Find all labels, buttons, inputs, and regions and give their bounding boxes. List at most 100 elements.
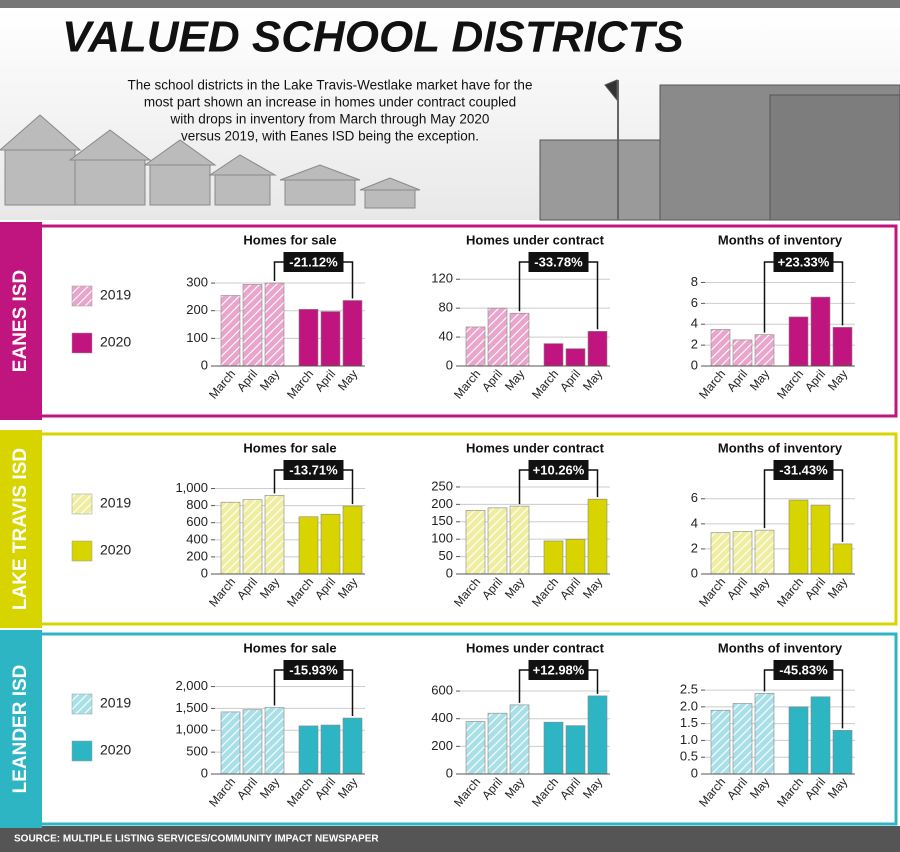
y-tick-label: 0 [446,357,453,372]
y-tick-label: 0 [201,357,208,372]
y-tick-label: 100 [186,330,208,345]
bar [788,706,809,775]
chart-title: Homes under contract [466,440,605,455]
section-name: LEANDER ISD [10,665,31,794]
bar [242,709,263,775]
annotation-box [773,660,834,680]
legend-label: 2019 [100,495,131,511]
y-tick-label: 0 [691,765,698,780]
bar [487,307,508,367]
y-tick-label: 800 [186,497,208,512]
bar [342,505,363,575]
y-tick-label: 1.5 [680,715,698,730]
y-tick-label: 2.5 [680,682,698,697]
bar [543,721,564,775]
annotation-box [773,460,834,480]
y-tick-label: 250 [431,478,453,493]
bar [220,711,241,775]
intro-line: versus 2019, with Eanes ISD being the ex… [181,129,479,144]
y-tick-label: 1,500 [175,700,208,715]
bar [810,296,831,367]
y-tick-label: 0.5 [680,749,698,764]
legend-label: 2019 [100,695,131,711]
bar [832,543,853,575]
bar [565,348,586,367]
source: SOURCE: MULTIPLE LISTING SERVICES/COMMUN… [14,834,379,845]
annotation: +23.33% [778,254,830,269]
y-tick-label: 4 [691,316,698,331]
bar [242,499,263,575]
bar [832,730,853,775]
annotation-box [528,460,589,480]
y-tick-label: 6 [691,295,698,310]
legend-swatch [71,740,93,762]
annotation: -13.71% [289,462,338,477]
y-tick-label: 80 [439,300,453,315]
intro: The school districts in the Lake Travis-… [128,78,533,144]
legend-swatch [71,540,93,562]
legend-swatch [71,285,93,307]
bar [342,717,363,775]
school-illustration [539,79,900,221]
y-tick-label: 0 [691,565,698,580]
y-tick-label: 200 [186,302,208,317]
y-tick-label: 120 [431,271,453,286]
bar [487,507,508,575]
legend-label: 2020 [100,542,131,558]
y-tick-label: 1.0 [680,732,698,747]
bar [264,495,285,575]
annotation: -45.83% [779,662,828,677]
chart-title: Months of inventory [718,640,843,655]
intro-line: The school districts in the Lake Travis-… [128,78,533,93]
chart-title: Homes under contract [466,640,605,655]
y-tick-label: 2 [691,337,698,352]
bar [810,696,831,775]
y-tick-label: 0 [201,765,208,780]
annotation-box [283,252,344,272]
y-tick-label: 2 [691,540,698,555]
y-tick-label: 400 [186,531,208,546]
legend-swatch [71,493,93,515]
annotation-box [528,660,589,680]
y-tick-label: 200 [431,738,453,753]
bar [543,343,564,367]
bar [242,284,263,367]
bar [509,312,530,367]
chart-title: Homes for sale [243,232,336,247]
bar [754,693,775,775]
section-name: LAKE TRAVIS ISD [10,448,31,610]
annotation: +10.26% [533,462,585,477]
chart-title: Months of inventory [718,440,843,455]
y-tick-label: 150 [431,513,453,528]
bar [788,316,809,367]
bar [465,721,486,775]
bar [587,695,608,775]
annotation-box [528,252,589,272]
bar [732,531,753,575]
y-tick-label: 100 [431,531,453,546]
y-tick-label: 600 [431,682,453,697]
annotation: -33.78% [534,254,583,269]
y-tick-label: 6 [691,490,698,505]
bar [465,326,486,367]
annotation: -31.43% [779,462,828,477]
bar [565,538,586,575]
y-tick-label: 0 [201,565,208,580]
y-tick-label: 50 [439,548,453,563]
y-tick-label: 0 [446,765,453,780]
section-tab [0,222,42,420]
legend-label: 2020 [100,742,131,758]
legend-label: 2020 [100,334,131,350]
annotation: +12.98% [533,662,585,677]
bar [710,709,731,775]
annotation-box [283,460,344,480]
bar [732,703,753,775]
bar [710,329,731,367]
y-tick-label: 600 [186,514,208,529]
bar [788,499,809,575]
bar [732,339,753,367]
chart-title: Homes for sale [243,440,336,455]
bar [710,532,731,575]
bar [220,295,241,367]
y-tick-label: 40 [439,329,453,344]
